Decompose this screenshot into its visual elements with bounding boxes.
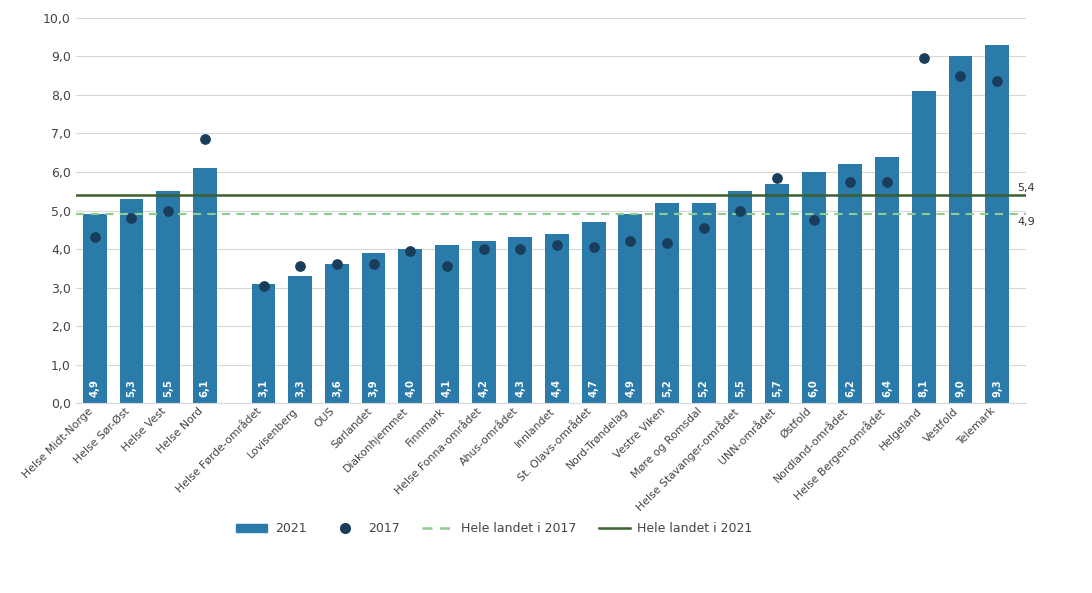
Bar (251, 283, 275, 403)
Point (438, 262, 455, 271)
Text: 3,3: 3,3 (295, 380, 305, 397)
Bar (949, 56, 972, 403)
Bar (193, 168, 216, 403)
Text: 6,2: 6,2 (845, 380, 855, 397)
Bar (156, 191, 180, 403)
Point (621, 237, 639, 246)
Text: 4,9: 4,9 (1018, 216, 1035, 227)
Text: 4,9: 4,9 (90, 380, 99, 397)
Point (988, 76, 1006, 86)
Bar (582, 222, 606, 403)
Text: 5,2: 5,2 (699, 380, 709, 397)
Bar (618, 214, 642, 403)
Text: 9,3: 9,3 (993, 380, 1002, 397)
Text: 3,9: 3,9 (369, 380, 379, 397)
Bar (912, 91, 936, 403)
Point (842, 177, 859, 186)
Point (475, 244, 492, 254)
Text: 4,2: 4,2 (478, 380, 488, 397)
Text: 4,0: 4,0 (405, 380, 415, 397)
Text: 6,4: 6,4 (882, 380, 892, 397)
Bar (839, 164, 863, 403)
Point (695, 223, 712, 232)
Bar (399, 249, 423, 403)
Text: 6,1: 6,1 (200, 380, 210, 397)
Point (365, 260, 382, 269)
Bar (288, 276, 312, 403)
Text: 4,9: 4,9 (626, 380, 636, 397)
Text: 5,4: 5,4 (1018, 183, 1035, 193)
Text: 8,1: 8,1 (918, 380, 929, 397)
Bar (728, 191, 752, 403)
Text: 4,1: 4,1 (442, 380, 452, 397)
Point (878, 177, 895, 186)
Bar (83, 214, 107, 403)
Point (292, 262, 309, 271)
Bar (765, 184, 788, 403)
Text: 5,3: 5,3 (127, 380, 136, 397)
Point (159, 206, 177, 215)
Text: 5,5: 5,5 (163, 380, 174, 397)
Bar (509, 237, 532, 403)
Text: 4,3: 4,3 (515, 380, 525, 397)
Bar (472, 241, 496, 403)
Point (511, 244, 529, 254)
Point (769, 173, 786, 183)
Bar (435, 246, 459, 403)
Point (548, 241, 566, 250)
Point (122, 213, 140, 223)
Text: 5,5: 5,5 (735, 380, 746, 397)
Bar (802, 172, 826, 403)
Bar (655, 203, 679, 403)
Point (197, 135, 214, 144)
Bar (985, 44, 1009, 403)
Text: 4,4: 4,4 (551, 380, 562, 397)
Point (86, 232, 104, 242)
Text: 5,2: 5,2 (662, 380, 672, 397)
Point (952, 71, 970, 80)
Bar (875, 157, 899, 403)
Text: 4,7: 4,7 (589, 380, 598, 397)
Bar (119, 199, 143, 403)
Point (328, 260, 345, 269)
Point (254, 281, 272, 291)
Point (658, 238, 676, 248)
Bar (361, 253, 385, 403)
Point (402, 246, 419, 256)
Text: 6,0: 6,0 (809, 380, 819, 397)
Text: 9,0: 9,0 (956, 380, 965, 397)
Point (585, 243, 603, 252)
Legend: 2021, 2017, Hele landet i 2017, Hele landet i 2021: 2021, 2017, Hele landet i 2017, Hele lan… (232, 518, 758, 540)
Text: 3,1: 3,1 (259, 380, 269, 397)
Bar (325, 264, 348, 403)
Point (915, 53, 933, 63)
Text: 5,7: 5,7 (772, 380, 782, 397)
Text: 3,6: 3,6 (332, 380, 342, 397)
Bar (545, 234, 569, 403)
Point (732, 206, 749, 215)
Bar (691, 203, 715, 403)
Point (805, 215, 822, 225)
